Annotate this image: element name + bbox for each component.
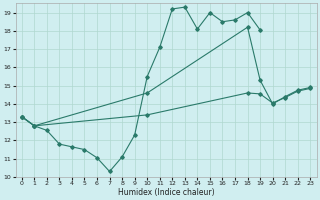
X-axis label: Humidex (Indice chaleur): Humidex (Indice chaleur) [118,188,214,197]
